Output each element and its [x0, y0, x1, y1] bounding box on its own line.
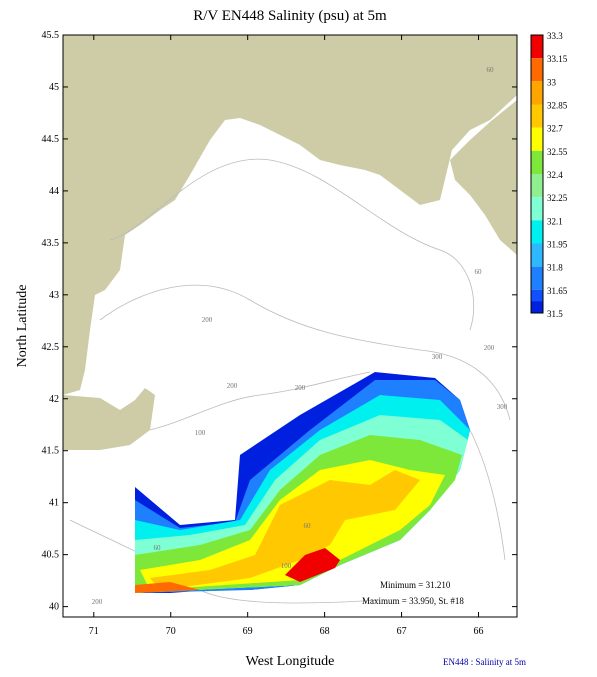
contour-label: 200 — [227, 382, 238, 390]
y-tick-label: 45 — [49, 82, 59, 93]
y-tick-label: 42 — [49, 394, 59, 405]
contour-label: 100 — [195, 429, 206, 437]
colorbar-label: 32.85 — [547, 101, 568, 111]
contour-label: 60 — [487, 66, 495, 74]
isobath — [109, 158, 475, 331]
colorbar-label: 31.8 — [547, 263, 563, 273]
contour-label: 200 — [202, 316, 213, 324]
x-tick-label: 69 — [243, 626, 253, 637]
colorbar-label: 31.65 — [547, 286, 568, 296]
isobath — [469, 429, 506, 561]
colorbar-label: 33 — [547, 77, 557, 87]
x-axis-label: West Longitude — [246, 654, 335, 669]
colorbar-label: 32.25 — [547, 193, 568, 203]
contour-label: 200 — [295, 384, 306, 392]
chart-title: R/V EN448 Salinity (psu) at 5m — [193, 8, 387, 24]
colorbar-cell — [531, 104, 543, 128]
contour-label: 200 — [92, 598, 103, 606]
footer: EN448 : Salinity at 5m — [443, 657, 526, 667]
colorbar-cell — [531, 35, 543, 59]
colorbar-label: 33.15 — [547, 54, 568, 64]
colorbar-label: 32.1 — [547, 216, 563, 226]
colorbar-cell — [531, 243, 543, 267]
y-tick-label: 44 — [49, 186, 59, 197]
y-tick-label: 41.5 — [42, 446, 60, 457]
land — [63, 388, 155, 450]
colorbar-cell — [531, 301, 543, 313]
colorbar-cell — [531, 220, 543, 244]
contour-label: 300 — [497, 403, 508, 411]
colorbar-label: 32.7 — [547, 124, 563, 134]
colorbar-cell — [531, 150, 543, 174]
y-tick-label: 41 — [49, 498, 59, 509]
colorbar-frame — [530, 34, 544, 314]
salinity-band — [285, 548, 340, 582]
y-tick-label: 43 — [49, 290, 59, 301]
colorbar-label: 31.95 — [547, 240, 568, 250]
land — [450, 100, 517, 255]
map — [63, 35, 517, 617]
contour-label: 60 — [304, 522, 312, 530]
colorbar-label: 33.3 — [547, 31, 563, 41]
y-tick-label: 40.5 — [42, 550, 60, 561]
y-axis-label: North Latitude — [15, 285, 30, 368]
colorbar-label: 32.4 — [547, 170, 563, 180]
colorbar-cell — [531, 197, 543, 221]
colorbar-cell — [531, 81, 543, 105]
salinity-band — [135, 582, 200, 593]
colorbar-cell — [531, 266, 543, 290]
annotation: Maximum = 33.950, St. #18 — [362, 596, 464, 606]
contour-label: 60 — [475, 268, 483, 276]
annotation: Minimum = 31.210 — [380, 580, 451, 590]
isobath — [99, 284, 511, 421]
colorbar-cell — [531, 174, 543, 198]
y-tick-label: 45.5 — [42, 30, 60, 41]
salinity-band — [150, 470, 420, 590]
contour-label: 60 — [154, 544, 162, 552]
x-tick-label: 70 — [166, 626, 176, 637]
colorbar-label: 32.55 — [547, 147, 568, 157]
x-tick-label: 68 — [320, 626, 330, 637]
x-tick-label: 67 — [397, 626, 407, 637]
y-tick-label: 42.5 — [42, 342, 60, 353]
contour-label: 300 — [432, 353, 443, 361]
contour-label: 200 — [484, 344, 495, 352]
y-tick-label: 44.5 — [42, 134, 60, 145]
colorbar-label: 31.5 — [547, 309, 563, 319]
plot-frame — [62, 34, 518, 618]
x-tick-label: 71 — [89, 626, 99, 637]
y-tick-label: 40 — [49, 602, 59, 613]
x-tick-label: 66 — [474, 626, 484, 637]
land — [63, 35, 517, 395]
salinity-field — [135, 372, 470, 593]
y-tick-label: 43.5 — [42, 238, 60, 249]
contour-label: 100 — [281, 562, 292, 570]
colorbar-cell — [531, 58, 543, 82]
colorbar-cell — [531, 127, 543, 151]
isobath — [149, 371, 371, 431]
